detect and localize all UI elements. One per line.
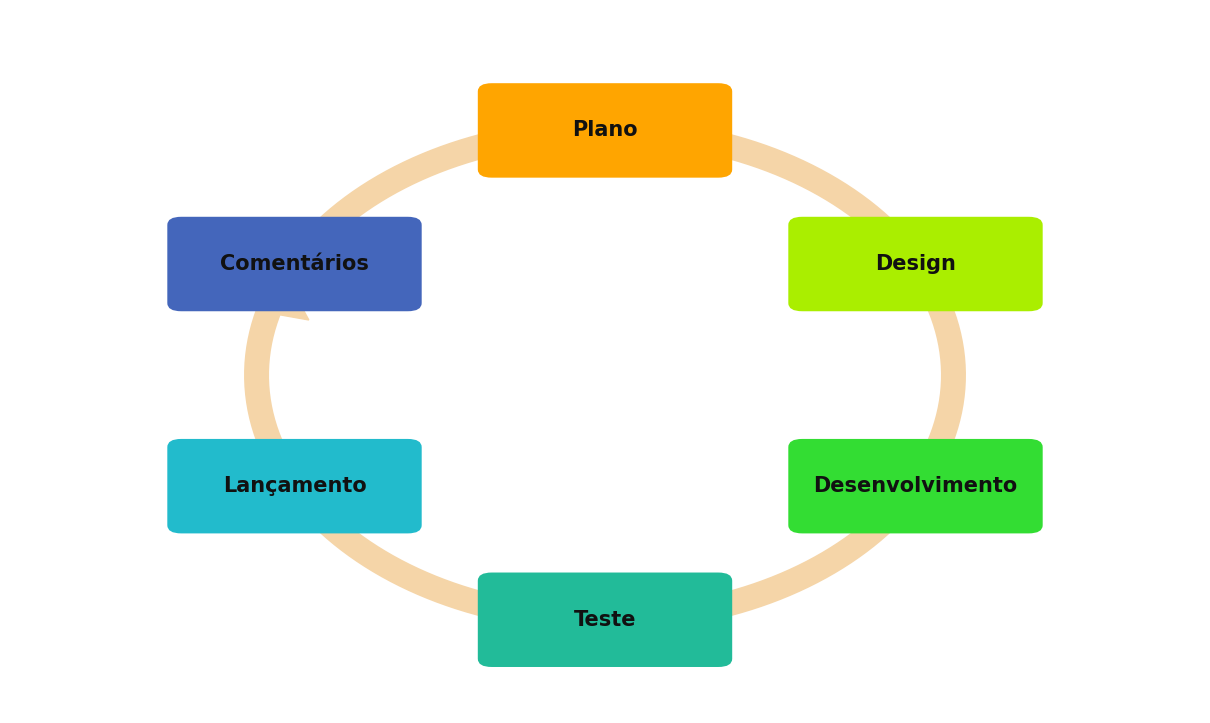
FancyBboxPatch shape (478, 573, 732, 667)
Text: Design: Design (875, 254, 956, 274)
Text: Comentários: Comentários (220, 254, 369, 274)
Text: Teste: Teste (574, 609, 636, 630)
Text: Desenvolvimento: Desenvolvimento (813, 476, 1018, 496)
Text: Plano: Plano (572, 121, 638, 140)
Polygon shape (224, 277, 309, 320)
FancyBboxPatch shape (478, 83, 732, 178)
FancyBboxPatch shape (788, 439, 1043, 534)
FancyBboxPatch shape (167, 217, 422, 311)
FancyBboxPatch shape (788, 217, 1043, 311)
FancyBboxPatch shape (167, 439, 422, 534)
Text: Lançamento: Lançamento (223, 476, 367, 496)
